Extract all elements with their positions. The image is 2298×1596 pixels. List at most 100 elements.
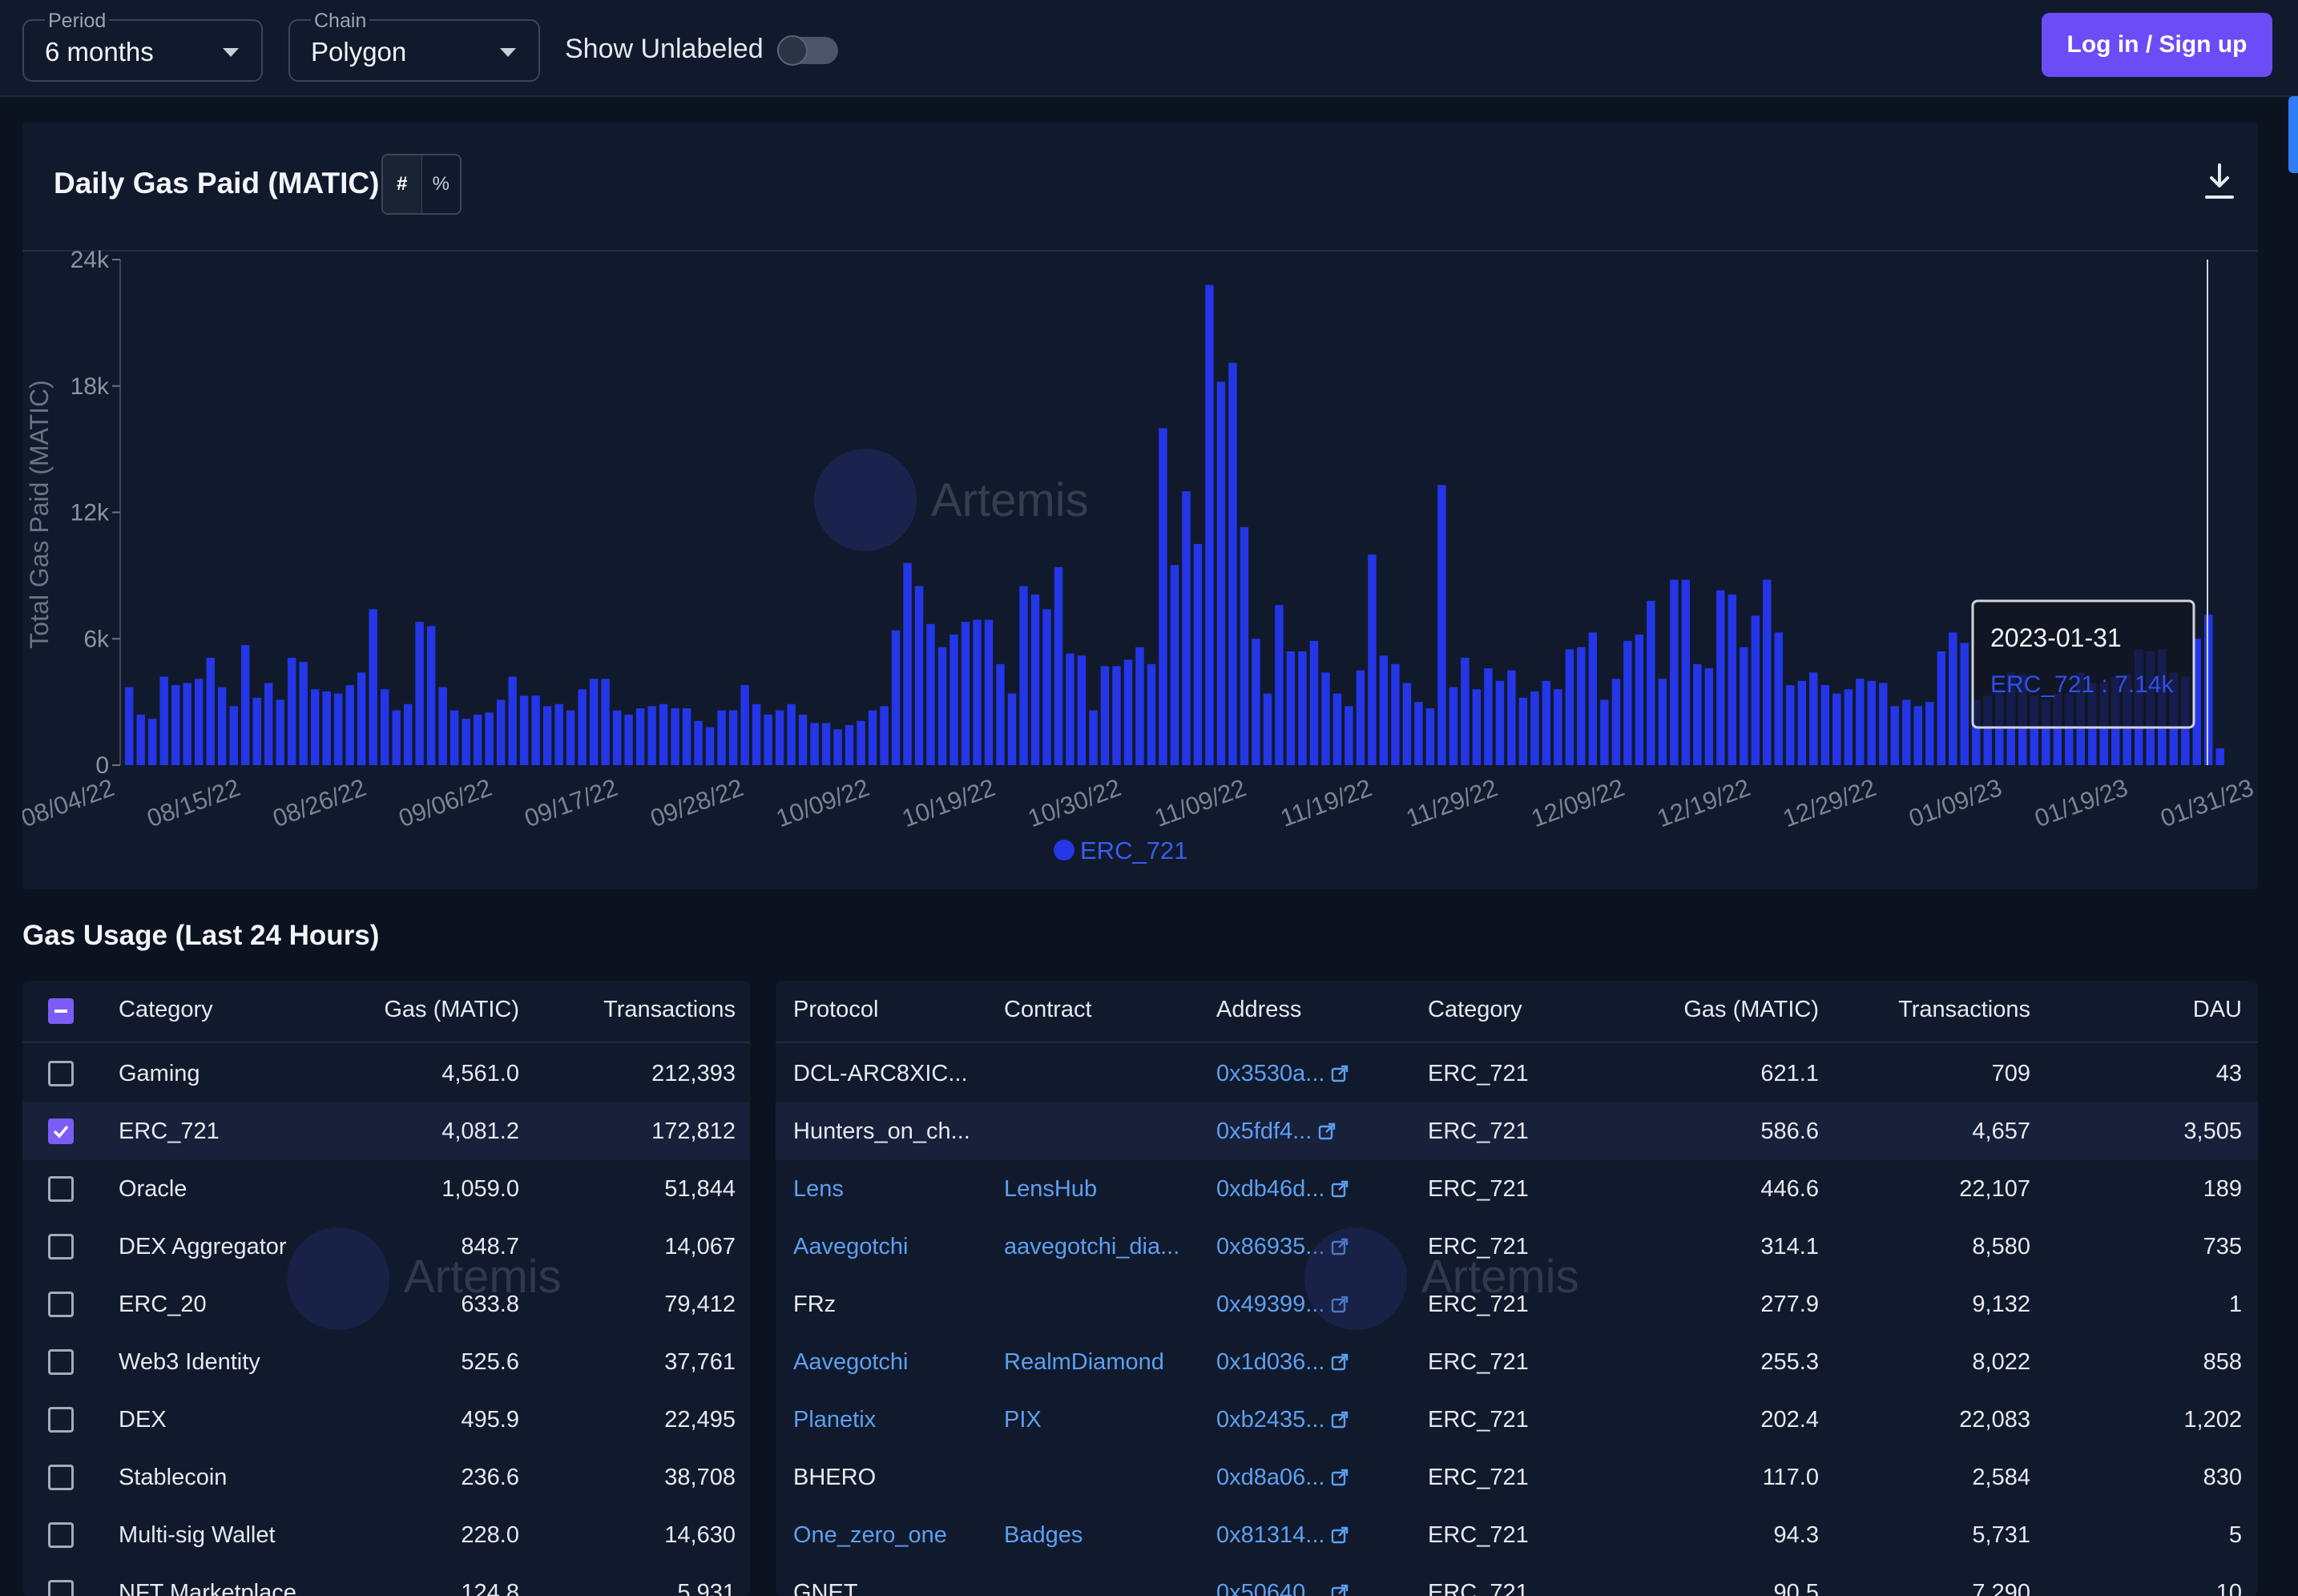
address-text: 0xb2435...: [1216, 1407, 1325, 1433]
row-checkbox[interactable]: [48, 1522, 74, 1548]
header-gas[interactable]: Gas (MATIC): [384, 997, 519, 1022]
contract-cell[interactable]: RealmDiamond: [1004, 1349, 1164, 1375]
period-select[interactable]: Period 6 months: [22, 10, 263, 82]
toggle-knob: [777, 35, 808, 66]
table-row[interactable]: Lens LensHub 0xdb46d... ERC_721 446.6 22,107 1…: [776, 1160, 2258, 1218]
scrollbar-thumb[interactable]: [2288, 96, 2298, 173]
absolute-toggle-button[interactable]: #: [383, 155, 421, 213]
header-gas[interactable]: Gas (MATIC): [1683, 997, 1819, 1022]
show-unlabeled-toggle[interactable]: [777, 35, 838, 66]
row-checkbox[interactable]: [48, 1292, 74, 1317]
header-protocol[interactable]: Protocol: [793, 997, 879, 1022]
chart-bar: [252, 697, 261, 765]
x-tick-label: 11/09/22: [1151, 773, 1249, 832]
row-checkbox[interactable]: [48, 1118, 74, 1144]
chart-bar: [1890, 706, 1900, 765]
address-link[interactable]: 0xb2435...: [1216, 1407, 1349, 1433]
row-checkbox[interactable]: [48, 1349, 74, 1375]
table-row[interactable]: Gaming 4,561.0 212,393: [22, 1045, 750, 1102]
protocol-cell[interactable]: Lens: [793, 1176, 844, 1202]
chart-bar: [1356, 670, 1365, 765]
table-row[interactable]: FRz 0x49399... ERC_721 277.9 9,132 1: [776, 1276, 2258, 1333]
row-checkbox[interactable]: [48, 1580, 74, 1596]
chart-bar: [1820, 685, 1830, 765]
table-row[interactable]: ERC_721 4,081.2 172,812: [22, 1102, 750, 1160]
table-row[interactable]: Planetix PIX 0xb2435... ERC_721 202.4 22,083 1…: [776, 1391, 2258, 1449]
watermark-text: Artemis: [404, 1251, 562, 1303]
table-row[interactable]: GNET 0x50640... ERC_721 90.5 7,290 10: [776, 1564, 2258, 1596]
table-row[interactable]: BHERO 0xd8a06... ERC_721 117.0 2,584 830: [776, 1449, 2258, 1506]
table-row[interactable]: DEX Aggregator 848.7 14,067: [22, 1218, 750, 1276]
address-link[interactable]: 0x49399...: [1216, 1292, 1349, 1318]
header-transactions[interactable]: Transactions: [1898, 997, 2030, 1022]
table-row[interactable]: Aavegotchi aavegotchi_dia... 0x86935... ERC…: [776, 1218, 2258, 1276]
select-all-checkbox[interactable]: [48, 998, 74, 1024]
gas-cell: 495.9: [461, 1407, 519, 1433]
chart-bar: [450, 710, 459, 765]
table-row[interactable]: Multi-sig Wallet 228.0 14,630: [22, 1506, 750, 1564]
address-link[interactable]: 0x50640...: [1216, 1580, 1349, 1596]
chart-bar: [752, 703, 761, 765]
gas-cell: 314.1: [1760, 1234, 1819, 1259]
protocol-cell[interactable]: Planetix: [793, 1407, 877, 1433]
table-row[interactable]: Hunters_on_ch... 0x5fdf4... ERC_721 586.6 4,…: [776, 1102, 2258, 1160]
table-row[interactable]: DEX 495.9 22,495: [22, 1391, 750, 1449]
login-button[interactable]: Log in / Sign up: [2042, 13, 2272, 77]
address-link[interactable]: 0x86935...: [1216, 1234, 1349, 1260]
chart-bar: [1635, 634, 1644, 765]
chart-bar: [787, 703, 796, 765]
table-row[interactable]: Aavegotchi RealmDiamond 0x1d036... ERC_721 2…: [776, 1333, 2258, 1391]
address-link[interactable]: 0x81314...: [1216, 1522, 1349, 1549]
protocol-cell[interactable]: Aavegotchi: [793, 1234, 909, 1259]
address-link[interactable]: 0x1d036...: [1216, 1349, 1349, 1376]
chart-bar: [276, 699, 284, 765]
chain-select[interactable]: Chain Polygon: [288, 10, 540, 82]
chart-bar: [1716, 590, 1725, 765]
header-address[interactable]: Address: [1216, 997, 1302, 1022]
header-dau[interactable]: DAU: [2192, 997, 2242, 1022]
address-link[interactable]: 0xdb46d...: [1216, 1176, 1349, 1203]
chart-bar: [1507, 670, 1516, 765]
protocol-cell[interactable]: One_zero_one: [793, 1522, 947, 1548]
chart-bar: [1100, 666, 1110, 765]
percent-toggle-button[interactable]: %: [421, 155, 461, 213]
row-checkbox[interactable]: [48, 1176, 74, 1202]
x-tick-label: 11/29/22: [1402, 773, 1501, 832]
header-category[interactable]: Category: [119, 997, 213, 1022]
address-link[interactable]: 0xd8a06...: [1216, 1465, 1349, 1491]
address-link[interactable]: 0x5fdf4...: [1216, 1118, 1336, 1145]
y-axis-label: Total Gas Paid (MATIC): [25, 380, 54, 648]
chart-bar: [880, 706, 889, 765]
table-row[interactable]: Web3 Identity 525.6 37,761: [22, 1333, 750, 1391]
contract-cell[interactable]: PIX: [1004, 1407, 1042, 1433]
chart-bar: [171, 685, 180, 765]
row-checkbox[interactable]: [48, 1234, 74, 1259]
address-link[interactable]: 0x3530a...: [1216, 1061, 1349, 1087]
table-row[interactable]: Oracle 1,059.0 51,844: [22, 1160, 750, 1218]
download-icon[interactable]: [2203, 162, 2236, 202]
table-row[interactable]: One_zero_one Badges 0x81314... ERC_721 94.3 5…: [776, 1506, 2258, 1564]
chart-bar: [1960, 643, 1969, 765]
contract-cell[interactable]: aavegotchi_dia...: [1004, 1234, 1180, 1259]
chart-bar: [1402, 683, 1412, 765]
table-row[interactable]: Stablecoin 236.6 38,708: [22, 1449, 750, 1506]
contract-cell[interactable]: LensHub: [1004, 1176, 1098, 1202]
contract-cell[interactable]: Badges: [1004, 1522, 1083, 1548]
table-row[interactable]: ERC_20 633.8 79,412: [22, 1276, 750, 1333]
row-checkbox[interactable]: [48, 1407, 74, 1433]
table-row[interactable]: NFT Marketplace 124.8 5,931: [22, 1564, 750, 1596]
chart-bar: [903, 562, 912, 765]
header-transactions[interactable]: Transactions: [603, 997, 736, 1022]
chart-bar: [1135, 647, 1144, 765]
transactions-cell: 22,495: [664, 1407, 736, 1433]
chart-bar: [926, 623, 935, 765]
chart-bar: [589, 679, 599, 765]
category-table-header: Category Gas (MATIC) Transactions: [22, 981, 750, 1043]
table-row[interactable]: DCL-ARC8XIC... 0x3530a... ERC_721 621.1 709 4…: [776, 1045, 2258, 1102]
y-tick-label: 18k: [71, 373, 110, 400]
row-checkbox[interactable]: [48, 1465, 74, 1490]
header-category[interactable]: Category: [1428, 997, 1522, 1022]
row-checkbox[interactable]: [48, 1061, 74, 1086]
header-contract[interactable]: Contract: [1004, 997, 1092, 1022]
protocol-cell[interactable]: Aavegotchi: [793, 1349, 909, 1375]
